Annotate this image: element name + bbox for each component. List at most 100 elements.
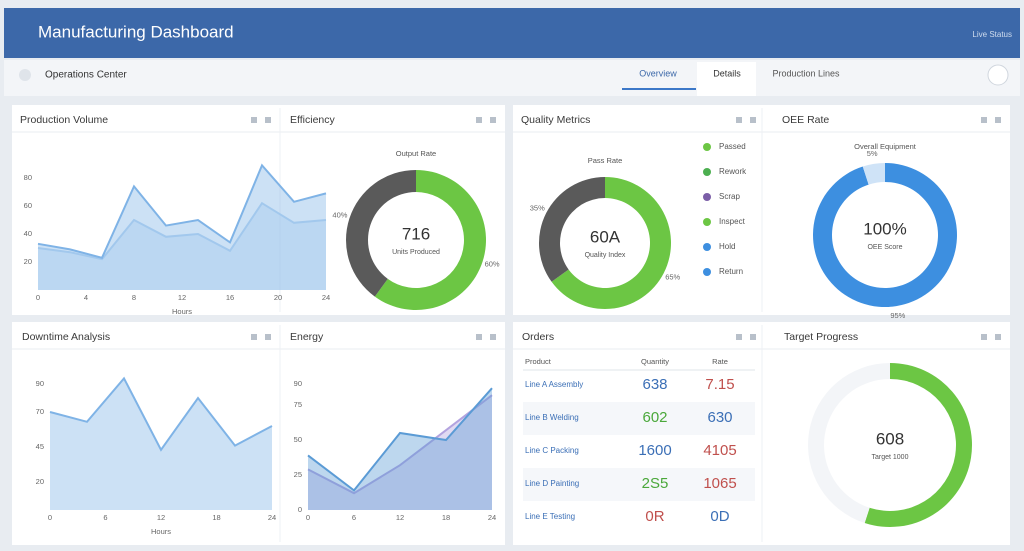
- table-cell: 630: [707, 409, 732, 426]
- donut-segment: [551, 177, 671, 309]
- x-tick-label: 18: [212, 513, 220, 522]
- donut-subtitle: Quality Index: [585, 252, 626, 259]
- table-cell: Line B Welding: [525, 413, 579, 422]
- legend-entry: Hold: [719, 242, 735, 251]
- y-tick-label: 40: [24, 229, 32, 238]
- x-tick-label: 18: [442, 513, 450, 522]
- x-tick-label: 24: [268, 513, 276, 522]
- legend-swatch: [703, 218, 711, 226]
- x-tick-label: 12: [396, 513, 404, 522]
- donut-center: 100%: [863, 219, 906, 238]
- tab-bg: [697, 62, 756, 96]
- donut-center: 716: [402, 224, 430, 243]
- y-tick-label: 20: [36, 477, 44, 486]
- legend-swatch: [703, 193, 711, 201]
- data-label: 35%: [530, 203, 545, 212]
- header-bar: [4, 8, 1020, 58]
- legend-entry: Scrap: [719, 192, 740, 201]
- x-tick-label: 6: [352, 513, 356, 522]
- x-axis-label: Hours: [172, 307, 192, 316]
- y-tick-label: 50: [294, 435, 302, 444]
- panel-icon: [490, 334, 496, 340]
- settings-button[interactable]: [987, 64, 1009, 86]
- row-bg: [523, 402, 755, 435]
- panel-icon: [265, 334, 271, 340]
- table-cell: 4105: [703, 442, 736, 459]
- x-tick-label: 6: [103, 513, 107, 522]
- x-tick-label: 16: [226, 293, 234, 302]
- donut-segment: [374, 170, 487, 310]
- table-cell: 0R: [645, 508, 664, 525]
- y-tick-label: 20: [24, 257, 32, 266]
- area-fill: [50, 378, 272, 510]
- y-tick-label: 25: [294, 470, 302, 479]
- tab[interactable]: Production Lines: [772, 68, 840, 78]
- area-fill: [38, 165, 326, 290]
- donut-segment: [864, 363, 972, 527]
- x-tick-label: 12: [157, 513, 165, 522]
- donut-segment: [539, 177, 605, 282]
- donut-segment: [808, 363, 890, 523]
- donut-center: 608: [876, 429, 904, 448]
- legend-swatch: [703, 168, 711, 176]
- line: [37, 201, 327, 261]
- header-status: Live Status: [972, 30, 1012, 39]
- panel-icon: [981, 334, 987, 340]
- panel-icon: [476, 117, 482, 123]
- legend-entry: Passed: [719, 142, 746, 151]
- panel-icon: [981, 117, 987, 123]
- panel-icon: [995, 117, 1001, 123]
- panel-title: Efficiency: [290, 114, 335, 126]
- x-tick-label: 12: [178, 293, 186, 302]
- x-tick-label: 24: [488, 513, 496, 522]
- data-label: 65%: [665, 272, 680, 281]
- panel-icon: [750, 117, 756, 123]
- panel-icon: [251, 334, 257, 340]
- line: [307, 394, 493, 495]
- table-cell: Line E Testing: [525, 512, 575, 521]
- panel-title: Downtime Analysis: [22, 331, 110, 343]
- panel-title: Orders: [522, 331, 554, 343]
- data-label: 95%: [890, 311, 905, 320]
- table-cell: 1600: [638, 442, 671, 459]
- y-tick-label: 0: [298, 505, 302, 514]
- x-tick-label: 24: [322, 293, 330, 302]
- y-tick-label: 70: [36, 407, 44, 416]
- table-cell: 638: [642, 376, 667, 393]
- donut-segment: [862, 163, 885, 185]
- column-header: Rate: [712, 357, 728, 366]
- toolbar-title: Operations Center: [45, 70, 127, 81]
- toolbar: [4, 60, 1020, 96]
- panel-title: Production Volume: [20, 114, 108, 126]
- panel-icon: [736, 334, 742, 340]
- tab-underline: [622, 88, 696, 90]
- toolbar-icon: [19, 69, 31, 81]
- tab[interactable]: Overview: [639, 68, 677, 78]
- donut-center: 60A: [590, 227, 621, 246]
- table-cell: 0D: [710, 508, 729, 525]
- x-axis-label: Hours: [151, 527, 171, 536]
- donut-subtitle: OEE Score: [867, 244, 902, 251]
- panel-icon: [251, 117, 257, 123]
- panel-title: Quality Metrics: [521, 114, 590, 126]
- legend-entry: Return: [719, 267, 743, 276]
- legend-swatch: [703, 243, 711, 251]
- y-tick-label: 60: [24, 201, 32, 210]
- x-tick-label: 8: [132, 293, 136, 302]
- y-tick-label: 45: [36, 442, 44, 451]
- table-cell: 2S5: [642, 475, 669, 492]
- panel-icon: [476, 334, 482, 340]
- legend-swatch: [703, 268, 711, 276]
- line: [307, 387, 493, 492]
- panel-icon: [750, 334, 756, 340]
- panel-icon: [736, 117, 742, 123]
- y-tick-label: 75: [294, 400, 302, 409]
- donut-caption: Output Rate: [396, 149, 436, 158]
- tab[interactable]: Details: [713, 68, 741, 78]
- panel-title: Energy: [290, 331, 324, 343]
- y-tick-label: 90: [294, 379, 302, 388]
- panel-title: OEE Rate: [782, 114, 829, 126]
- x-tick-label: 0: [306, 513, 310, 522]
- donut-subtitle: Units Produced: [392, 249, 440, 256]
